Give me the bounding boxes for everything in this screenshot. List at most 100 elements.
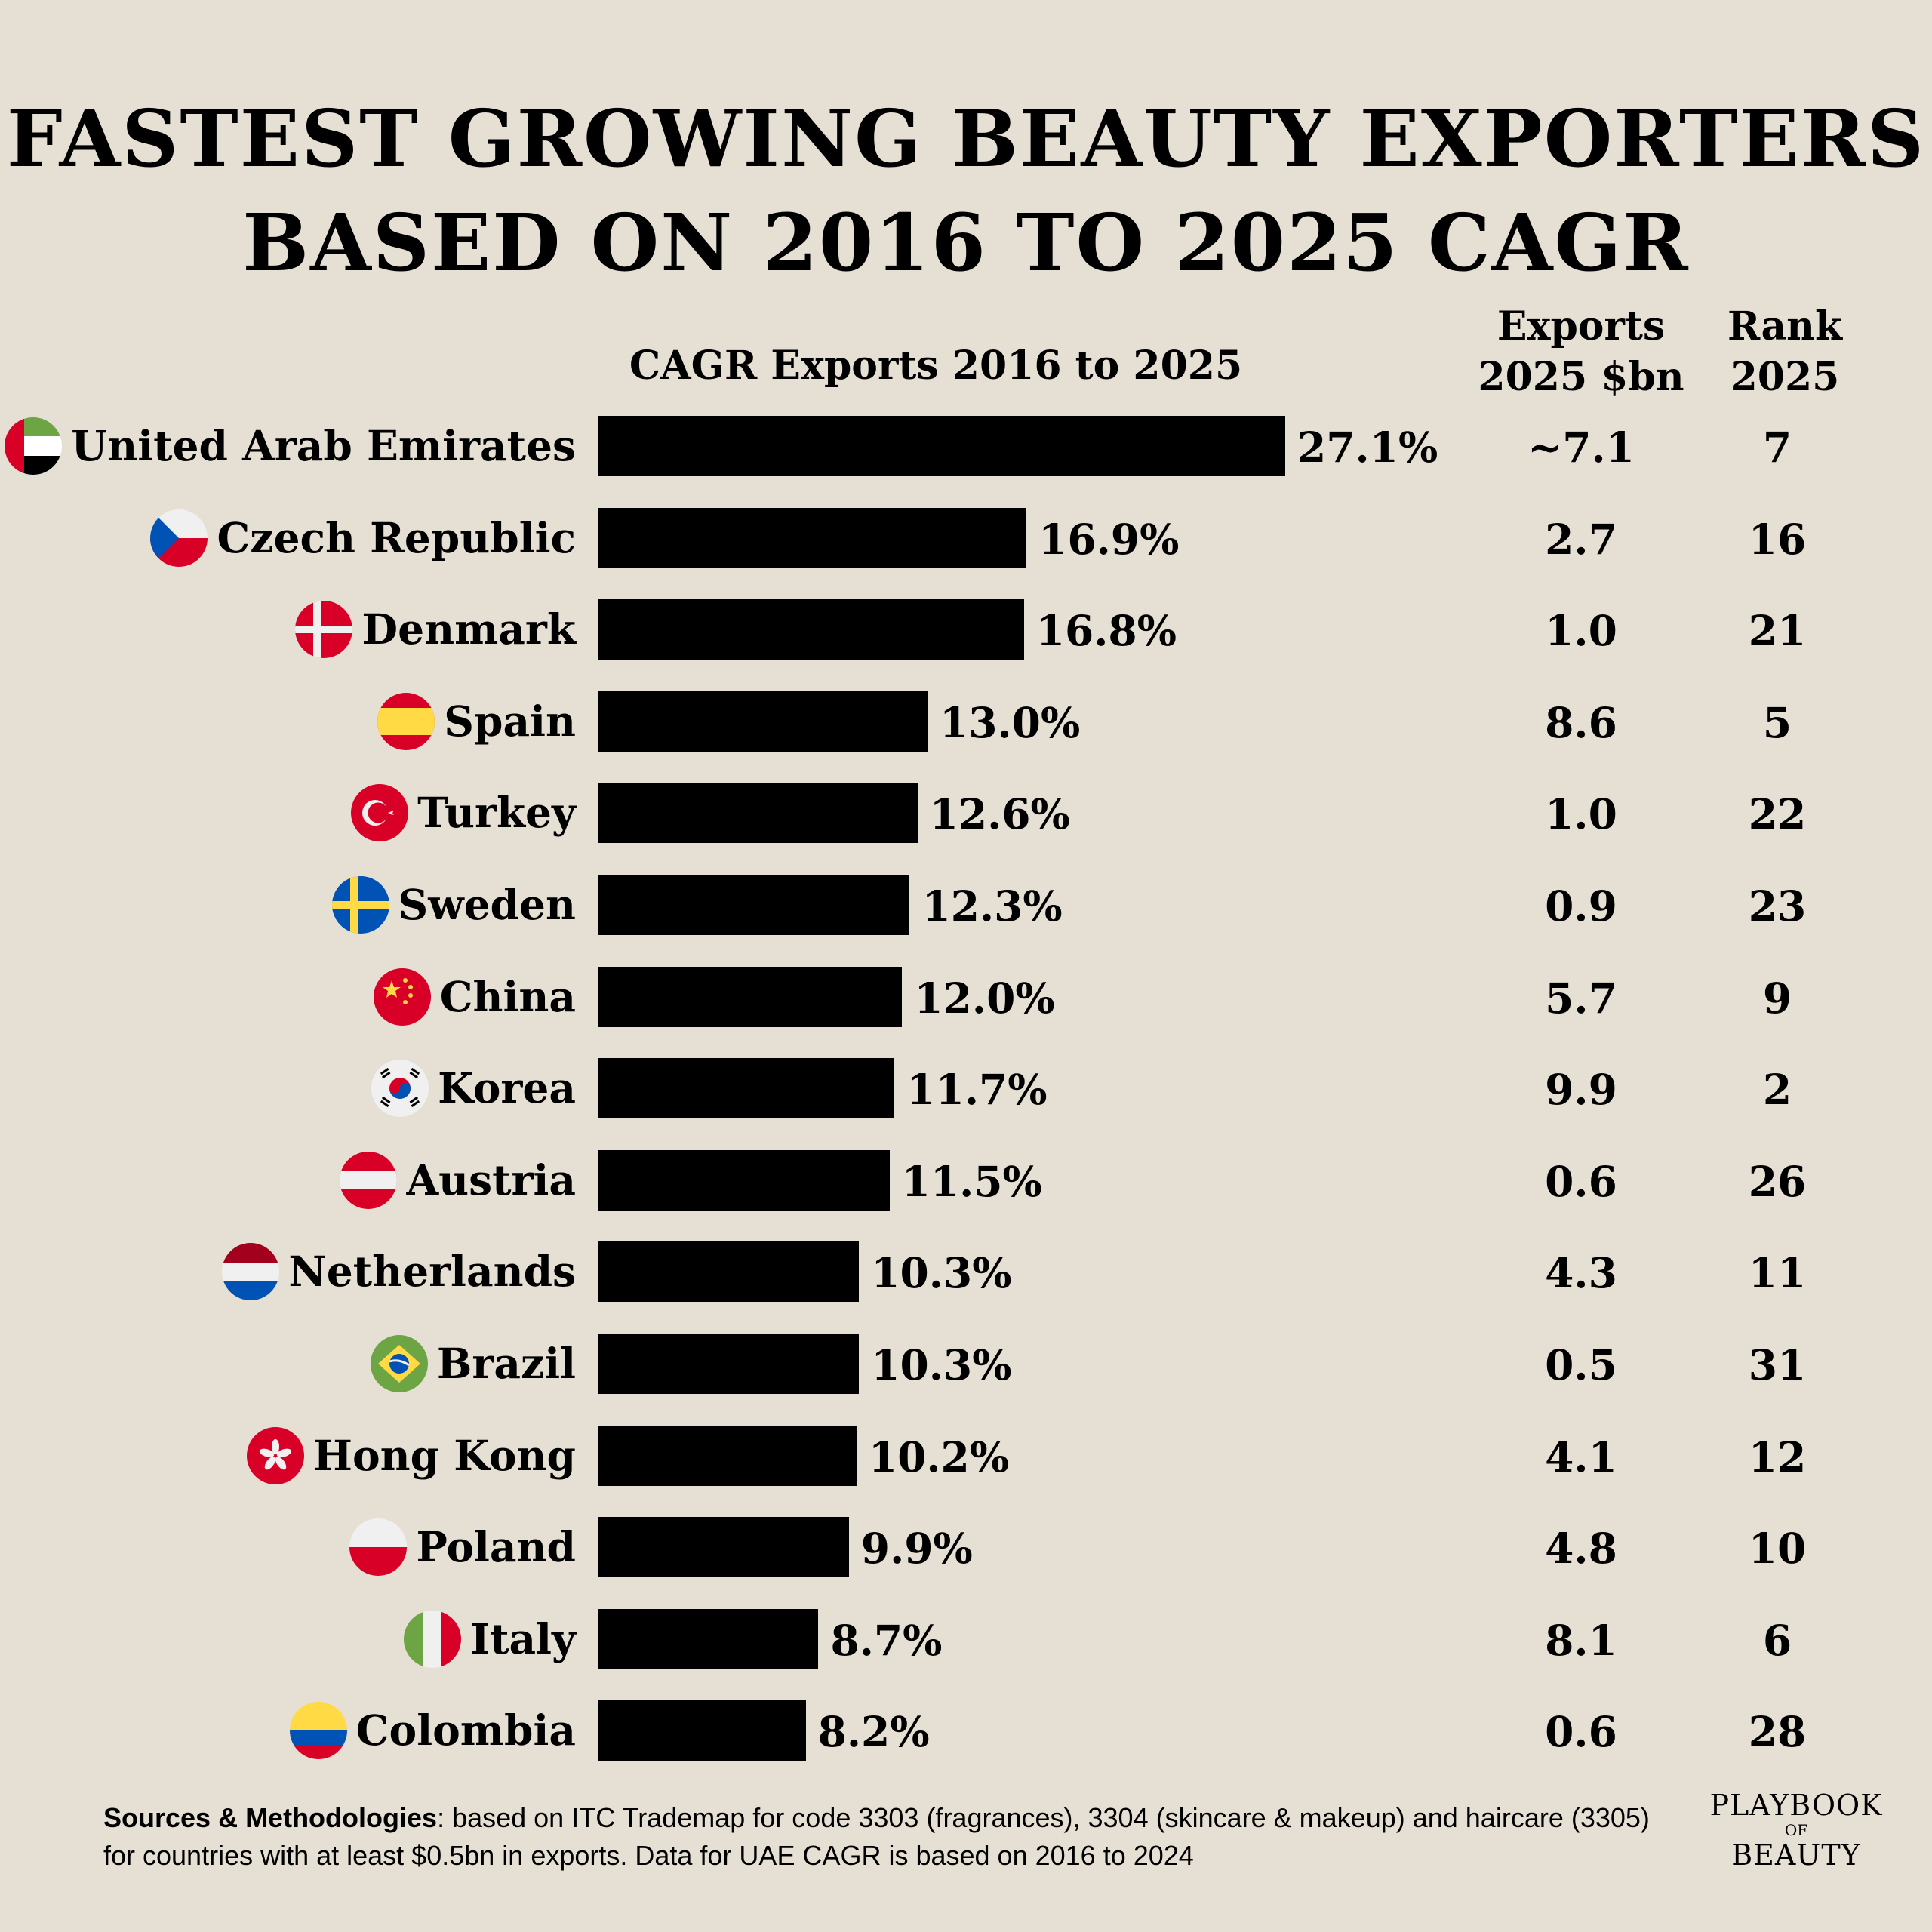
cagr-bar [598, 691, 928, 752]
rank-header-line-2: 2025 [1730, 353, 1840, 400]
rank-2025-value: 23 [1748, 881, 1807, 931]
exports-2025-value: 8.6 [1545, 697, 1617, 747]
country-label: Colombia [355, 1706, 576, 1755]
hongkong-flag-icon [247, 1426, 305, 1484]
title-line-1: FASTEST GROWING BEAUTY EXPORTERS [6, 92, 1926, 185]
cagr-value-label: 10.3% [871, 1340, 1012, 1389]
rank-column-header: Rank 2025 [1698, 302, 1872, 402]
cagr-bar [598, 599, 1024, 660]
uae-flag-icon [5, 417, 63, 475]
exports-header-line-2: 2025 $bn [1478, 353, 1684, 400]
rank-2025-value: 7 [1762, 423, 1792, 472]
czech-flag-icon [150, 509, 208, 567]
country-label: Brazil [436, 1339, 576, 1388]
rank-2025-value: 6 [1762, 1615, 1792, 1665]
playbook-of-beauty-logo: PLAYBOOK OF BEAUTY [1702, 1791, 1890, 1869]
cagr-bar [598, 416, 1285, 476]
cagr-value-label: 8.2% [817, 1707, 930, 1757]
country-label: Italy [470, 1614, 576, 1663]
country-label: Spain [444, 696, 576, 746]
exports-2025-value: 4.1 [1545, 1432, 1617, 1481]
cagr-bar [598, 1241, 860, 1303]
country-label: Denmark [361, 605, 576, 654]
exports-2025-value: 9.9 [1545, 1065, 1617, 1115]
cagr-value-label: 12.3% [921, 881, 1063, 931]
cagr-value-label: 11.5% [901, 1156, 1042, 1206]
korea-flag-icon [371, 1060, 429, 1118]
exports-2025-value: 1.0 [1545, 606, 1617, 656]
cagr-value-label: 11.7% [906, 1065, 1048, 1115]
rank-header-line-1: Rank [1727, 303, 1842, 349]
rank-2025-value: 31 [1748, 1340, 1807, 1389]
austria-flag-icon [340, 1151, 398, 1209]
country-label: Turkey [417, 788, 576, 838]
footer-sources-text: : based on ITC Trademap for code 3303 (f… [103, 1802, 1650, 1871]
country-label: Korea [438, 1063, 576, 1113]
italy-flag-icon [404, 1610, 462, 1668]
cagr-bar [598, 1058, 895, 1119]
footer-sources: Sources & Methodologies: based on ITC Tr… [103, 1799, 1673, 1875]
brazil-flag-icon [370, 1335, 428, 1392]
poland-flag-icon [349, 1518, 408, 1577]
rank-2025-value: 26 [1748, 1156, 1807, 1206]
cagr-bar [598, 1334, 860, 1394]
cagr-bar [598, 507, 1027, 568]
footer-sources-label: Sources & Methodologies [103, 1802, 438, 1833]
exports-column-header: Exports 2025 $bn [1441, 302, 1721, 402]
cagr-bar [598, 966, 903, 1027]
rank-2025-value: 28 [1748, 1707, 1807, 1757]
cagr-value-label: 12.6% [929, 789, 1070, 839]
rank-2025-value: 16 [1748, 514, 1807, 564]
cagr-bar [598, 875, 910, 935]
country-label: Netherlands [288, 1247, 576, 1297]
exports-2025-value: 4.3 [1545, 1248, 1617, 1298]
exports-2025-value: 1.0 [1545, 789, 1617, 839]
cagr-bar [598, 783, 918, 844]
rank-2025-value: 22 [1748, 789, 1807, 839]
exports-2025-value: 8.1 [1545, 1615, 1617, 1665]
cagr-value-label: 16.8% [1035, 606, 1177, 656]
turkey-flag-icon [351, 784, 409, 842]
cagr-bar [598, 1517, 849, 1578]
country-label: Czech Republic [217, 512, 576, 562]
cagr-value-label: 9.9% [860, 1524, 973, 1574]
spain-flag-icon [377, 692, 435, 750]
cagr-value-label: 8.7% [830, 1615, 943, 1665]
denmark-flag-icon [295, 601, 353, 659]
china-flag-icon [373, 968, 431, 1026]
exports-2025-value: 5.7 [1545, 973, 1617, 1023]
cagr-value-label: 10.2% [868, 1432, 1010, 1481]
country-label: China [439, 971, 576, 1021]
rank-2025-value: 21 [1748, 606, 1807, 656]
rank-2025-value: 5 [1762, 697, 1792, 747]
rank-2025-value: 11 [1748, 1248, 1807, 1298]
rank-2025-value: 12 [1748, 1432, 1807, 1481]
cagr-value-label: 16.9% [1038, 514, 1180, 564]
cagr-bar [598, 1700, 806, 1761]
exports-2025-value: 0.9 [1545, 881, 1617, 931]
sweden-flag-icon [331, 876, 389, 934]
netherlands-flag-icon [222, 1243, 280, 1301]
rank-2025-value: 9 [1762, 973, 1792, 1023]
exports-2025-value: 4.8 [1545, 1524, 1617, 1574]
exports-2025-value: 0.6 [1545, 1156, 1617, 1206]
logo-line-1: PLAYBOOK [1709, 1789, 1883, 1822]
cagr-value-label: 27.1% [1297, 423, 1438, 472]
country-label: Sweden [398, 880, 577, 929]
cagr-bar [598, 1608, 819, 1669]
cagr-bar [598, 1149, 890, 1211]
title-line-2: BASED ON 2016 TO 2025 CAGR [242, 196, 1690, 289]
cagr-column-header: CAGR Exports 2016 to 2025 [629, 343, 1243, 389]
colombia-flag-icon [289, 1702, 347, 1760]
logo-line-3: BEAUTY [1731, 1838, 1861, 1872]
cagr-value-label: 12.0% [914, 973, 1055, 1023]
logo-line-2: OF [1784, 1821, 1808, 1839]
cagr-value-label: 13.0% [940, 697, 1081, 747]
cagr-value-label: 10.3% [871, 1248, 1012, 1298]
cagr-bar [598, 1425, 857, 1486]
exports-2025-value: 0.6 [1545, 1707, 1617, 1757]
exports-header-line-1: Exports [1497, 303, 1666, 349]
country-label: Hong Kong [313, 1430, 576, 1480]
rank-2025-value: 10 [1748, 1524, 1807, 1574]
country-label: United Arab Emirates [71, 421, 576, 470]
